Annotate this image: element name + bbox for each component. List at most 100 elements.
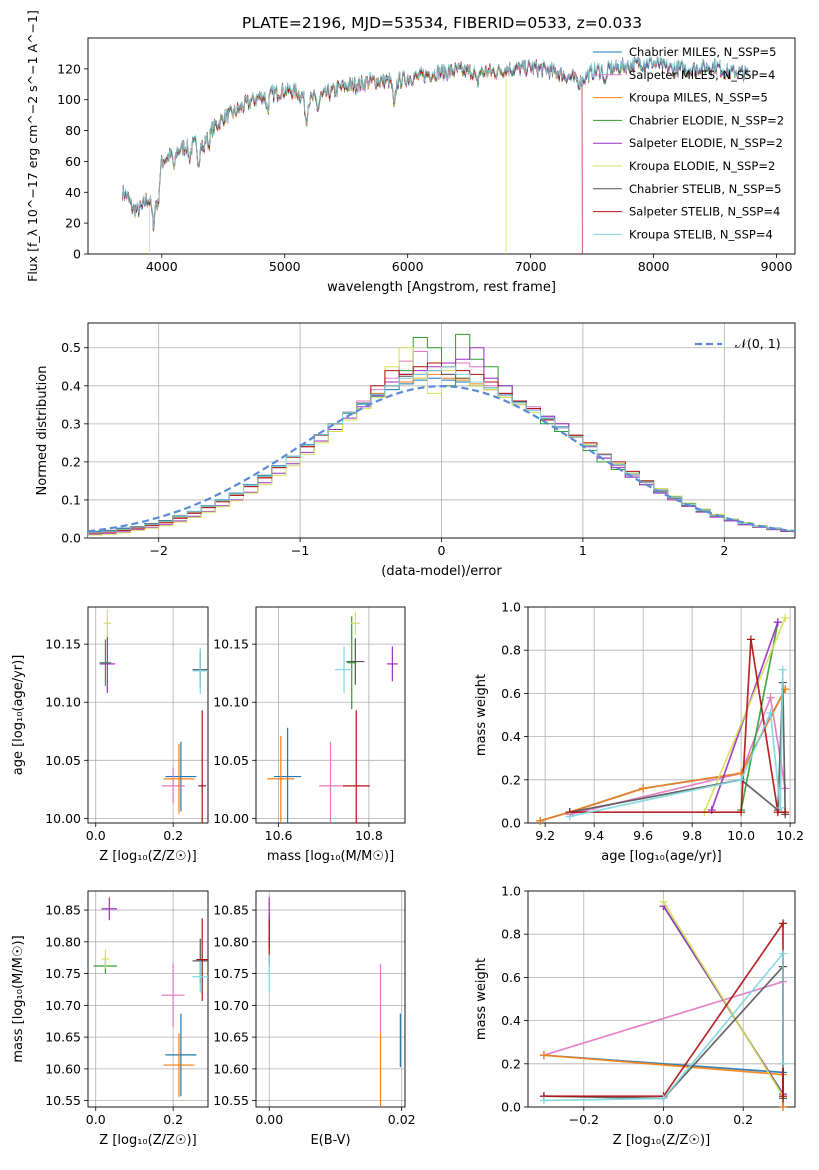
residuals-panel: −2 −1 0 1 2 0.0 0.1 0.2 0.3 0.4 0.5 (data-model)/er… [35, 322, 796, 579]
x-tick-label: 10.6 [265, 828, 293, 843]
x-tick-label: 8000 [638, 259, 670, 274]
y-tick-label: 0.1 [61, 492, 81, 507]
error-bars [93, 897, 208, 1097]
data-point [101, 949, 110, 969]
data-point [192, 960, 208, 993]
y-axis-label: age [log₁₀(age/yr)] [11, 655, 26, 776]
weight-series [569, 669, 784, 818]
legend-label: 𝒩(0, 1) [735, 336, 781, 351]
y-axis-label: mass [log₁₀(M/M☉)] [11, 935, 26, 1062]
x-tick-label: 0.2 [163, 1112, 183, 1127]
x-tick-label: 2 [720, 543, 728, 558]
legend-label: Kroupa MILES, N_SSP=5 [629, 91, 768, 105]
data-point [319, 741, 342, 823]
y-tick-label: 0.8 [501, 927, 521, 942]
y-tick-label: 0.2 [501, 1056, 521, 1071]
axes-frame [255, 890, 406, 1108]
data-point [99, 634, 116, 693]
x-tick-label: 0 [438, 543, 446, 558]
y-tick-label: 10.75 [45, 966, 81, 981]
legend-label: Chabrier ELODIE, N_SSP=2 [629, 113, 784, 127]
weight-marker [779, 1103, 788, 1111]
weight-marker [659, 1094, 668, 1103]
x-axis-label: E(B-V) [310, 1133, 350, 1148]
x-tick-label: 9.2 [535, 828, 555, 843]
weight-marker [565, 812, 574, 821]
x-tick-label: 7000 [515, 259, 547, 274]
weight-marker [778, 665, 787, 674]
legend-label: Chabrier MILES, N_SSP=5 [629, 45, 776, 59]
y-axis-label: mass weight [474, 958, 489, 1040]
data-point [350, 611, 360, 635]
weight-marker [536, 816, 545, 825]
legend: Chabrier MILES, N_SSP=5 Salpeter MILES, N… [593, 45, 784, 241]
normal-curve [88, 385, 795, 533]
x-tick-label: 0.0 [86, 1112, 106, 1127]
y-tick-label: 20 [65, 216, 81, 231]
x-tick-label: 0.0 [86, 828, 106, 843]
y-tick-label: 80 [65, 123, 81, 138]
spectrum-series [149, 61, 507, 254]
y-tick-label: 0.0 [501, 816, 521, 831]
x-tick-label: −0.2 [569, 1112, 599, 1127]
y-tick-label: 10.85 [45, 903, 81, 918]
x-axis-label: mass [log₁₀(M/M☉)] [267, 849, 394, 864]
spectrum-panel: 4000 5000 6000 7000 8000 9000 0 20 40 60 80 100 120 w… [25, 10, 796, 295]
y-tick-label: 0.0 [501, 1100, 521, 1115]
y-tick-label: 10.00 [213, 811, 249, 826]
data-point [198, 710, 207, 823]
weight-marker [766, 693, 775, 702]
y-tick-label: 40 [65, 185, 81, 200]
data-point [342, 710, 370, 823]
weight-marker [659, 897, 668, 906]
legend-label: Kroupa ELODIE, N_SSP=2 [629, 159, 775, 173]
x-tick-label: 10.2 [776, 828, 804, 843]
data-point [163, 744, 195, 814]
axes-frame [87, 322, 796, 539]
histogram-lines [88, 333, 795, 538]
y-tick-label: 0.8 [501, 643, 521, 658]
y-tick-label: 0.3 [61, 416, 81, 431]
axes-frame [87, 37, 796, 255]
mass_vs_EBV-panel: 0.00 0.02 10.55 10.60 10.65 10.70 10.75 10.80 10… [213, 890, 416, 1148]
legend-label: Salpeter MILES, N_SSP=4 [629, 68, 775, 82]
data-point [346, 638, 365, 685]
y-tick-label: 10.55 [213, 1093, 249, 1108]
error-bars [267, 611, 398, 823]
legend-label: Kroupa STELIB, N_SSP=4 [629, 227, 773, 241]
y-axis-label: mass weight [474, 674, 489, 756]
x-tick-label: 6000 [392, 259, 424, 274]
y-tick-label: 0.4 [61, 378, 81, 393]
data-point [347, 616, 357, 710]
y-tick-label: 10.80 [213, 934, 249, 949]
weight-marker [539, 1096, 548, 1105]
data-point [161, 963, 185, 1027]
x-tick-label: 1 [579, 543, 587, 558]
axes-frame [87, 606, 209, 824]
age_vs_Z-panel: 0.0 0.2 10.00 10.05 10.10 10.15 Z [log₁₀(Z/Z☉)… [11, 606, 209, 864]
data-point [101, 897, 118, 921]
error-bars [268, 897, 401, 1107]
y-tick-label: 10.55 [45, 1093, 81, 1108]
y-tick-label: 10.15 [45, 637, 81, 652]
y-tick-label: 0.2 [501, 772, 521, 787]
y-tick-label: 10.85 [213, 903, 249, 918]
x-tick-label: 9.8 [682, 828, 702, 843]
x-tick-label: 9.6 [633, 828, 653, 843]
y-tick-label: 1.0 [501, 884, 521, 899]
weight-marker [737, 775, 746, 784]
data-point [386, 646, 398, 682]
x-axis-label: Z [log₁₀(Z/Z☉)] [99, 1133, 196, 1148]
y-axis-label: Flux [f_λ 10^−17 erg cm^−2 s^−1 A^−1] [25, 10, 40, 282]
data-point [99, 639, 112, 686]
x-tick-label: 4000 [146, 259, 178, 274]
y-tick-label: 10.05 [45, 753, 81, 768]
data-point [192, 647, 208, 695]
y-tick-label: 10.70 [213, 998, 249, 1013]
y-tick-label: 10.60 [213, 1061, 249, 1076]
y-tick-label: 0.2 [61, 454, 81, 469]
y-tick-label: 0.4 [501, 729, 521, 744]
x-axis-label: age [log₁₀(age/yr)] [601, 849, 722, 864]
x-tick-label: 0.02 [388, 1112, 416, 1127]
legend-label: Salpeter STELIB, N_SSP=4 [629, 205, 780, 219]
